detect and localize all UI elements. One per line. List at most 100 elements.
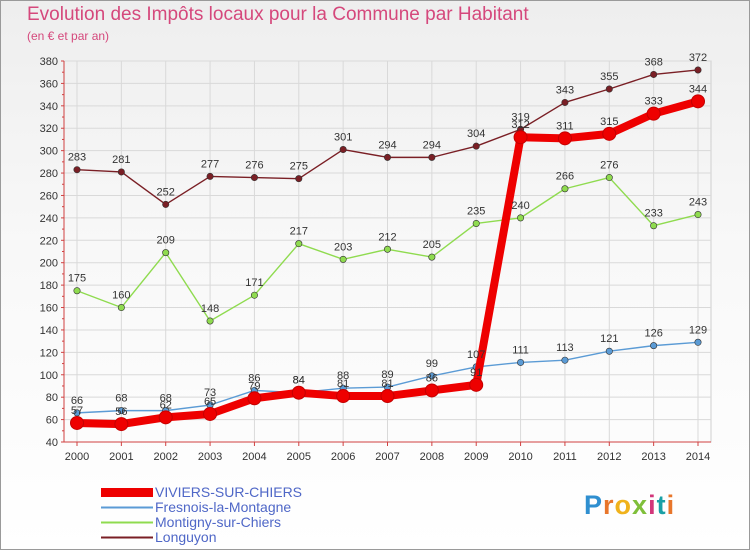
- data-label-viviers-sur-chiers: 62: [160, 399, 172, 411]
- logo-letter: i: [648, 490, 657, 520]
- legend-label: Fresnois-la-Montagne: [155, 499, 292, 515]
- data-label-longuyon: 283: [68, 152, 86, 164]
- chart-subtitle: (en € et par an): [27, 29, 110, 43]
- data-label-montigny-sur-chiers: 233: [644, 208, 662, 220]
- y-tick-label: 120: [40, 347, 58, 359]
- data-point-viviers-sur-chiers: [380, 389, 395, 404]
- data-label-longuyon: 319: [511, 111, 529, 123]
- data-label-viviers-sur-chiers: 56: [115, 406, 127, 418]
- data-point-viviers-sur-chiers: [424, 383, 439, 398]
- data-label-fresnois-la-montagne: 99: [426, 358, 438, 370]
- data-point-montigny-sur-chiers: [428, 253, 436, 261]
- data-label-montigny-sur-chiers: 148: [201, 303, 219, 315]
- data-label-viviers-sur-chiers: 344: [689, 83, 707, 95]
- data-label-fresnois-la-montagne: 126: [644, 328, 662, 340]
- data-point-montigny-sur-chiers: [117, 304, 125, 312]
- proxiti-logo: Proxiti: [584, 490, 675, 521]
- legend-label: Montigny-sur-Chiers: [155, 514, 282, 530]
- data-label-longuyon: 276: [245, 160, 263, 172]
- data-point-fresnois-la-montagne: [517, 358, 525, 366]
- data-label-longuyon: 301: [334, 132, 352, 144]
- x-tick-label: 2005: [287, 451, 311, 463]
- data-label-fresnois-la-montagne: 66: [71, 395, 83, 407]
- data-label-longuyon: 372: [689, 52, 707, 64]
- data-point-fresnois-la-montagne: [605, 347, 613, 355]
- data-label-montigny-sur-chiers: 212: [378, 231, 396, 243]
- x-tick-label: 2008: [420, 451, 444, 463]
- logo-letter: o: [614, 490, 633, 520]
- data-point-montigny-sur-chiers: [295, 240, 303, 248]
- y-tick-label: 180: [40, 280, 58, 292]
- data-label-viviers-sur-chiers: 86: [426, 372, 438, 384]
- data-point-montigny-sur-chiers: [383, 245, 391, 253]
- data-point-fresnois-la-montagne: [561, 356, 569, 364]
- data-label-fresnois-la-montagne: 121: [600, 333, 618, 345]
- legend-label: Longuyon: [155, 529, 217, 545]
- axis-layer: 40 60 80 100 120 140 160 180 200 220 240 260 280 300 3…: [40, 56, 711, 463]
- data-label-montigny-sur-chiers: 240: [511, 200, 529, 212]
- legend-swatch: [101, 500, 153, 515]
- x-tick-label: 2006: [331, 451, 355, 463]
- data-label-longuyon: 343: [556, 84, 574, 96]
- y-tick-label: 40: [46, 437, 58, 449]
- data-label-fresnois-la-montagne: 68: [115, 393, 127, 405]
- data-point-montigny-sur-chiers: [605, 174, 613, 182]
- data-point-viviers-sur-chiers: [203, 406, 218, 421]
- data-point-viviers-sur-chiers: [158, 410, 173, 425]
- data-point-longuyon: [650, 70, 658, 78]
- data-label-montigny-sur-chiers: 217: [290, 226, 308, 238]
- data-point-montigny-sur-chiers: [250, 291, 258, 299]
- series-layer: [70, 66, 705, 432]
- data-label-viviers-sur-chiers: 333: [644, 96, 662, 108]
- logo-letter: P: [584, 490, 604, 520]
- data-label-fresnois-la-montagne: 68: [160, 393, 172, 405]
- data-label-viviers-sur-chiers: 79: [248, 380, 260, 392]
- data-label-montigny-sur-chiers: 160: [112, 290, 130, 302]
- data-label-fresnois-la-montagne: 86: [248, 372, 260, 384]
- data-label-montigny-sur-chiers: 175: [68, 273, 86, 285]
- data-label-longuyon: 277: [201, 158, 219, 170]
- data-label-montigny-sur-chiers: 235: [467, 205, 485, 217]
- data-point-longuyon: [295, 175, 303, 183]
- data-label-montigny-sur-chiers: 171: [245, 277, 263, 289]
- data-point-fresnois-la-montagne: [650, 342, 658, 350]
- logo-letter: x: [632, 490, 649, 520]
- data-label-fresnois-la-montagne: 88: [337, 370, 349, 382]
- data-label-longuyon: 304: [467, 128, 485, 140]
- data-label-viviers-sur-chiers: 312: [511, 119, 529, 131]
- data-label-fresnois-la-montagne: 107: [467, 349, 485, 361]
- data-label-fresnois-la-montagne: 89: [381, 369, 393, 381]
- y-tick-label: 340: [40, 101, 58, 113]
- legend-swatch: [101, 530, 153, 545]
- data-label-fresnois-la-montagne: 113: [556, 342, 574, 354]
- logo-letter: i: [666, 490, 676, 520]
- data-label-fresnois-la-montagne: 129: [689, 324, 707, 336]
- data-label-fresnois-la-montagne: 73: [204, 387, 216, 399]
- data-label-montigny-sur-chiers: 276: [600, 160, 618, 172]
- y-tick-label: 140: [40, 325, 58, 337]
- y-tick-label: 220: [40, 235, 58, 247]
- y-tick-label: 240: [40, 213, 58, 225]
- data-point-montigny-sur-chiers: [162, 249, 170, 257]
- data-point-viviers-sur-chiers: [646, 106, 661, 121]
- y-tick-label: 320: [40, 123, 58, 135]
- data-label-fresnois-la-montagne: 111: [512, 344, 529, 356]
- x-tick-label: 2013: [641, 451, 665, 463]
- data-point-montigny-sur-chiers: [694, 211, 702, 219]
- x-tick-label: 2014: [686, 451, 710, 463]
- x-tick-label: 2003: [198, 451, 222, 463]
- legend-swatch: [101, 515, 153, 530]
- data-label-montigny-sur-chiers: 209: [157, 235, 175, 247]
- data-point-montigny-sur-chiers: [206, 317, 214, 325]
- data-point-fresnois-la-montagne: [428, 372, 436, 380]
- data-label-montigny-sur-chiers: 243: [689, 197, 707, 209]
- y-tick-label: 100: [40, 370, 58, 382]
- data-label-longuyon: 252: [157, 186, 175, 198]
- data-point-montigny-sur-chiers: [73, 287, 81, 295]
- label-layer: 57 56 62 65 79 84 81 81 86 91 312 311 315 333 344 66 68 6…: [68, 52, 707, 418]
- data-point-longuyon: [605, 85, 613, 93]
- y-tick-label: 300: [40, 146, 58, 158]
- x-tick-label: 2001: [109, 451, 133, 463]
- data-point-montigny-sur-chiers: [561, 185, 569, 193]
